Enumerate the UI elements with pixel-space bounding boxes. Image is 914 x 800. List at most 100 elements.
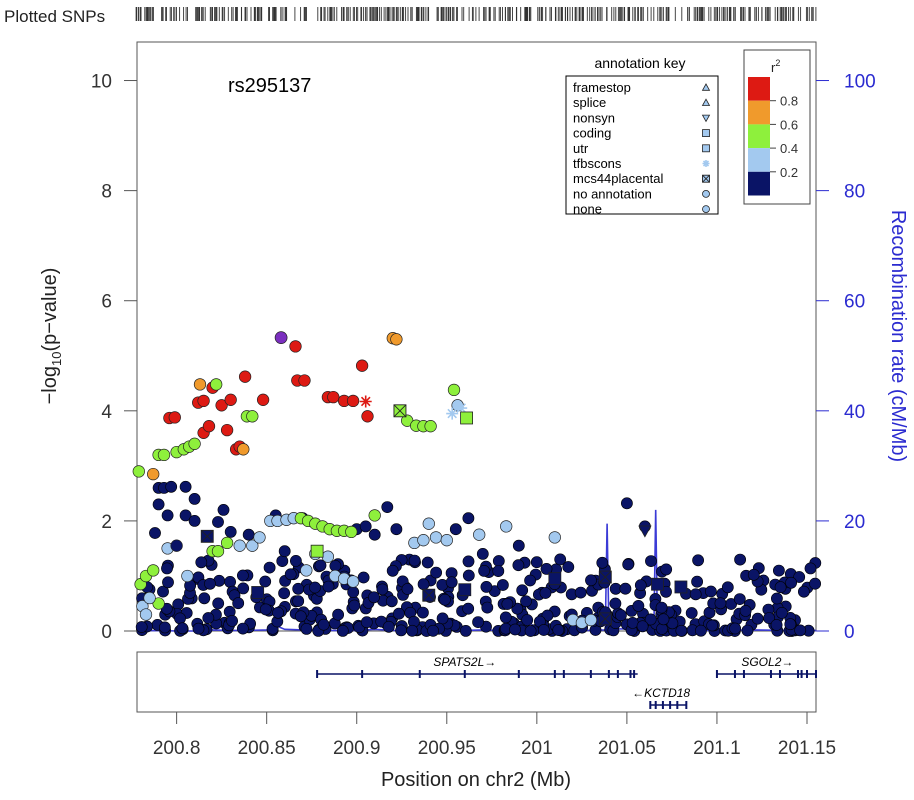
snp-point (220, 423, 234, 437)
annotated-snp-point (598, 612, 612, 626)
snp-point (174, 612, 186, 625)
snp-point (692, 554, 704, 567)
annotation-key-legend: annotation key framestopsplicenonsyncodi… (565, 55, 719, 217)
snp-point (197, 394, 210, 408)
gene-exon (316, 670, 319, 678)
snp-point (132, 465, 145, 478)
snp-point (524, 625, 537, 637)
snp-point (632, 600, 645, 612)
snp-point (500, 520, 513, 533)
y-axis-left-label: −log10(p−value) (39, 268, 64, 405)
annotation-key-label: none (573, 202, 602, 217)
annotation-key-symbol-triangle-up (701, 83, 711, 91)
snp-point (705, 585, 717, 598)
snp-point (188, 515, 201, 527)
snp-point (347, 586, 360, 598)
gene-exon (742, 670, 745, 678)
y-axis-left-label-part: (p−value) (39, 268, 61, 352)
annotated-snp-point (455, 402, 468, 415)
snp-point (421, 556, 434, 569)
snp-point (408, 554, 421, 567)
r2-legend-swatch (748, 148, 770, 172)
y-axis-right-label: Recombination rate (cM/Mb) (887, 210, 909, 462)
annotated-snp-point-cross (598, 570, 612, 584)
snp-point (501, 598, 514, 610)
snp-point (537, 624, 550, 636)
snp-point (346, 394, 360, 408)
index-snp-point (274, 331, 288, 344)
y-axis-left-label-part: −log (39, 366, 61, 404)
snp-point (198, 592, 211, 605)
snp-point (462, 512, 475, 525)
gene-track: SPATS2L→ SGOL2→ ←KCTD18 (316, 655, 817, 709)
snp-point (520, 595, 532, 608)
snp-point (360, 616, 373, 629)
snp-point (336, 625, 349, 637)
snp-point (459, 625, 472, 637)
snp-point (165, 480, 178, 493)
gene-exon (649, 701, 652, 709)
snp-point (220, 536, 234, 550)
snp-point (496, 579, 509, 591)
r2-legend-title: r2 (771, 58, 780, 75)
gene-track-frame (136, 651, 817, 713)
snp-point (406, 624, 419, 637)
snp-point (382, 620, 395, 633)
r2-legend-label: 0.4 (780, 141, 798, 156)
snp-point (417, 578, 430, 591)
snp-point (524, 574, 536, 587)
snp-point (147, 564, 160, 577)
snp-point (675, 624, 688, 637)
y-right-tick-label: 0 (844, 622, 855, 643)
annotation-key-symbol-triangle-up (701, 98, 711, 106)
snp-point (161, 509, 174, 522)
annotation-key-label: nonsyn (573, 110, 615, 125)
snp-point (644, 613, 657, 626)
snp-point (210, 378, 223, 391)
snp-point (376, 583, 389, 596)
annotated-snp-point (393, 404, 407, 418)
snp-point (355, 359, 369, 372)
snp-point (784, 618, 797, 631)
snp-point (422, 517, 435, 530)
y-left-tick-label: 4 (101, 402, 112, 423)
snp-point (585, 574, 597, 587)
snp-point (158, 621, 171, 634)
snp-point (278, 587, 290, 600)
snp-point (438, 593, 451, 606)
snp-point (212, 516, 224, 528)
snp-point (706, 619, 719, 632)
gene-exon (769, 670, 772, 678)
snp-point (212, 597, 225, 610)
snp-point (596, 556, 609, 569)
annotation-key-symbol-star (702, 160, 710, 167)
y-left-tick-label: 10 (91, 72, 112, 93)
r2-legend-label: 0.2 (780, 165, 798, 180)
snp-point (294, 610, 307, 623)
x-tick-label: 200.9 (333, 738, 381, 759)
snp-point (188, 492, 201, 505)
gene-exon (616, 670, 619, 678)
x-tick-label: 201.15 (778, 738, 836, 759)
annotation-key-symbol-circle (702, 205, 710, 214)
gene-exon (669, 701, 672, 709)
snp-point (321, 550, 335, 563)
snp-point (278, 545, 291, 558)
snp-point (176, 622, 189, 635)
annotation-key-label: framestop (573, 80, 631, 95)
snp-point (472, 616, 484, 628)
annotated-snp-point (422, 588, 436, 602)
snp-point (322, 580, 335, 593)
y-axis-right: 0 20 40 60 80 100 (816, 72, 876, 643)
gene-exon (733, 670, 736, 678)
snp-point (636, 620, 649, 633)
snp-point (170, 539, 183, 552)
snp-point (162, 576, 174, 589)
snp-point (179, 480, 192, 493)
snp-point (392, 607, 405, 620)
snp-point (773, 564, 785, 577)
snp-point (621, 497, 633, 510)
y-axis-left: 0 2 4 6 8 10 (91, 72, 137, 643)
snp-point (211, 545, 225, 558)
snp-point (157, 448, 171, 462)
